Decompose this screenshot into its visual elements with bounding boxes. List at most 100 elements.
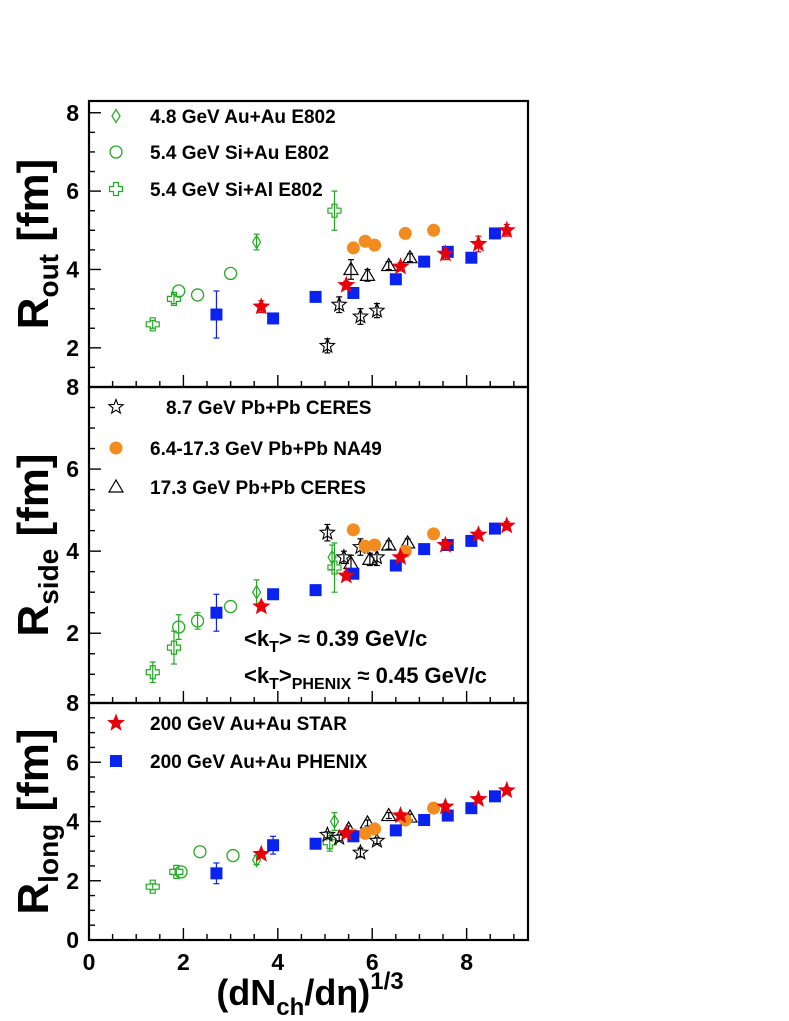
legend-marker-ceres-173 — [107, 478, 125, 493]
data-point-phenix — [267, 312, 280, 325]
data-point-e802-sial — [145, 317, 160, 332]
legend-marker-na49 — [109, 441, 123, 455]
data-point-e802-siau — [172, 620, 186, 634]
legend-marker-phenix — [110, 755, 122, 767]
legend-label-ceres-87: 8.7 GeV Pb+Pb CERES — [166, 398, 371, 419]
data-point-na49 — [368, 538, 382, 552]
legend-label-star: 200 GeV Au+Au STAR — [150, 714, 347, 735]
data-point-e802-sial — [169, 864, 184, 879]
data-point-na49 — [346, 241, 360, 255]
y-tick-label: 4 — [66, 538, 79, 564]
data-point-e802-siau — [223, 266, 238, 281]
legend-label-e802-siau: 5.4 GeV Si+Au E802 — [150, 143, 329, 164]
data-point-e802-auau — [251, 234, 262, 250]
legend-marker-e802-sial — [108, 181, 124, 197]
data-point-star — [337, 823, 356, 841]
x-axis-label: (dNch/dη)1/3 — [216, 968, 403, 1021]
data-point-phenix — [309, 837, 322, 850]
y-tick-label: 0 — [66, 927, 79, 953]
data-point-e802-siau — [226, 848, 240, 863]
data-point-ceres-173 — [380, 807, 397, 822]
data-point-e802-sial — [166, 291, 182, 306]
x-tick-label: 4 — [271, 949, 284, 975]
data-point-phenix — [441, 809, 454, 822]
data-point-phenix — [418, 543, 431, 556]
data-point-phenix — [389, 273, 402, 286]
legend-label-phenix: 200 GeV Au+Au PHENIX — [150, 752, 368, 773]
series-layer-long — [145, 780, 516, 894]
data-point-e802-siau — [223, 599, 238, 614]
data-point-phenix — [210, 867, 223, 880]
data-point-e802-auau — [329, 813, 340, 830]
data-point-phenix — [418, 814, 431, 827]
data-point-star — [469, 789, 488, 807]
data-point-e802-auau — [251, 584, 262, 600]
data-point-ceres-87 — [330, 295, 348, 313]
data-point-star — [391, 257, 410, 275]
series-layer-out — [145, 190, 516, 354]
data-point-phenix — [488, 522, 501, 535]
panel-out: 2 4 6 8 Rout [fm] 4.8 GeV Au+Au E802 5.4 GeV S… — [9, 100, 530, 389]
data-point-star — [497, 780, 516, 799]
data-point-na49 — [427, 223, 441, 237]
data-point-na49 — [358, 539, 372, 553]
data-point-e802-siau — [190, 288, 205, 302]
data-point-ceres-173 — [342, 261, 360, 276]
data-point-ceres-173 — [361, 551, 378, 565]
x-tick-label: 0 — [83, 949, 96, 975]
y-tick-label: 2 — [66, 335, 79, 361]
legend-marker-star — [107, 713, 125, 731]
y-tick-label: 4 — [66, 809, 79, 835]
data-point-phenix — [488, 790, 501, 803]
data-point-phenix — [309, 290, 322, 303]
data-point-star — [252, 844, 271, 862]
y-tick-label: 6 — [66, 178, 79, 204]
data-point-na49 — [346, 523, 360, 537]
legend-label-e802-auau: 4.8 GeV Au+Au E802 — [150, 107, 336, 128]
data-point-phenix — [389, 824, 402, 837]
annotation-kt-phenix: <kT>PHENIX ≈ 0.45 GeV/c — [244, 663, 487, 693]
y-tick-label: 8 — [66, 374, 79, 400]
y-tick-label: 8 — [66, 100, 79, 126]
data-point-ceres-87 — [351, 307, 370, 324]
data-point-e802-sial-high — [327, 203, 342, 218]
data-point-e802-sial — [145, 879, 160, 894]
data-point-star — [252, 597, 271, 615]
data-point-phenix — [210, 308, 223, 321]
data-point-na49 — [427, 527, 441, 541]
x-axis: 0 2 4 6 8 (dNch/dη)1/3 — [83, 949, 474, 1021]
y-axis-label-long: Rlong [fm] — [9, 728, 64, 914]
data-point-star — [436, 535, 455, 553]
data-point-na49 — [368, 822, 382, 836]
data-point-phenix — [267, 588, 280, 601]
data-point-phenix — [210, 606, 223, 619]
data-point-phenix — [267, 839, 280, 852]
data-point-phenix — [389, 559, 402, 572]
data-point-phenix — [465, 251, 478, 264]
series-layer-side — [145, 516, 516, 684]
data-point-star — [497, 220, 516, 238]
data-point-star — [436, 797, 455, 815]
y-axis-label-out: Rout [fm] — [9, 159, 64, 330]
data-point-star — [391, 547, 410, 565]
panel-side: 2 4 6 8 Rside [fm] 8.7 GeV Pb+Pb CERES 6.4-17.… — [9, 374, 530, 705]
y-axis-label-side: Rside [fm] — [9, 453, 64, 636]
data-point-phenix — [309, 584, 322, 597]
data-point-star — [469, 525, 488, 543]
legend-label-e802-sial: 5.4 GeV Si+Al E802 — [150, 180, 323, 201]
data-point-ceres-87 — [368, 301, 386, 318]
data-point-e802-sial — [166, 640, 182, 655]
legend-marker-e802-siau — [109, 145, 123, 159]
data-point-ceres-173 — [401, 249, 419, 264]
legend-label-ceres-173: 17.3 GeV Pb+Pb CERES — [150, 478, 366, 499]
data-point-ceres-173 — [380, 536, 397, 551]
data-point-e802-siau — [190, 614, 205, 628]
x-tick-label: 2 — [177, 949, 190, 975]
data-point-ceres-87 — [318, 523, 336, 541]
data-point-star — [337, 275, 356, 293]
data-point-star — [337, 566, 356, 584]
panels-layer: 2 4 6 8 Rout [fm] 4.8 GeV Au+Au E802 5.4 GeV S… — [9, 100, 530, 953]
data-point-phenix — [488, 227, 501, 240]
data-point-star — [436, 244, 455, 262]
